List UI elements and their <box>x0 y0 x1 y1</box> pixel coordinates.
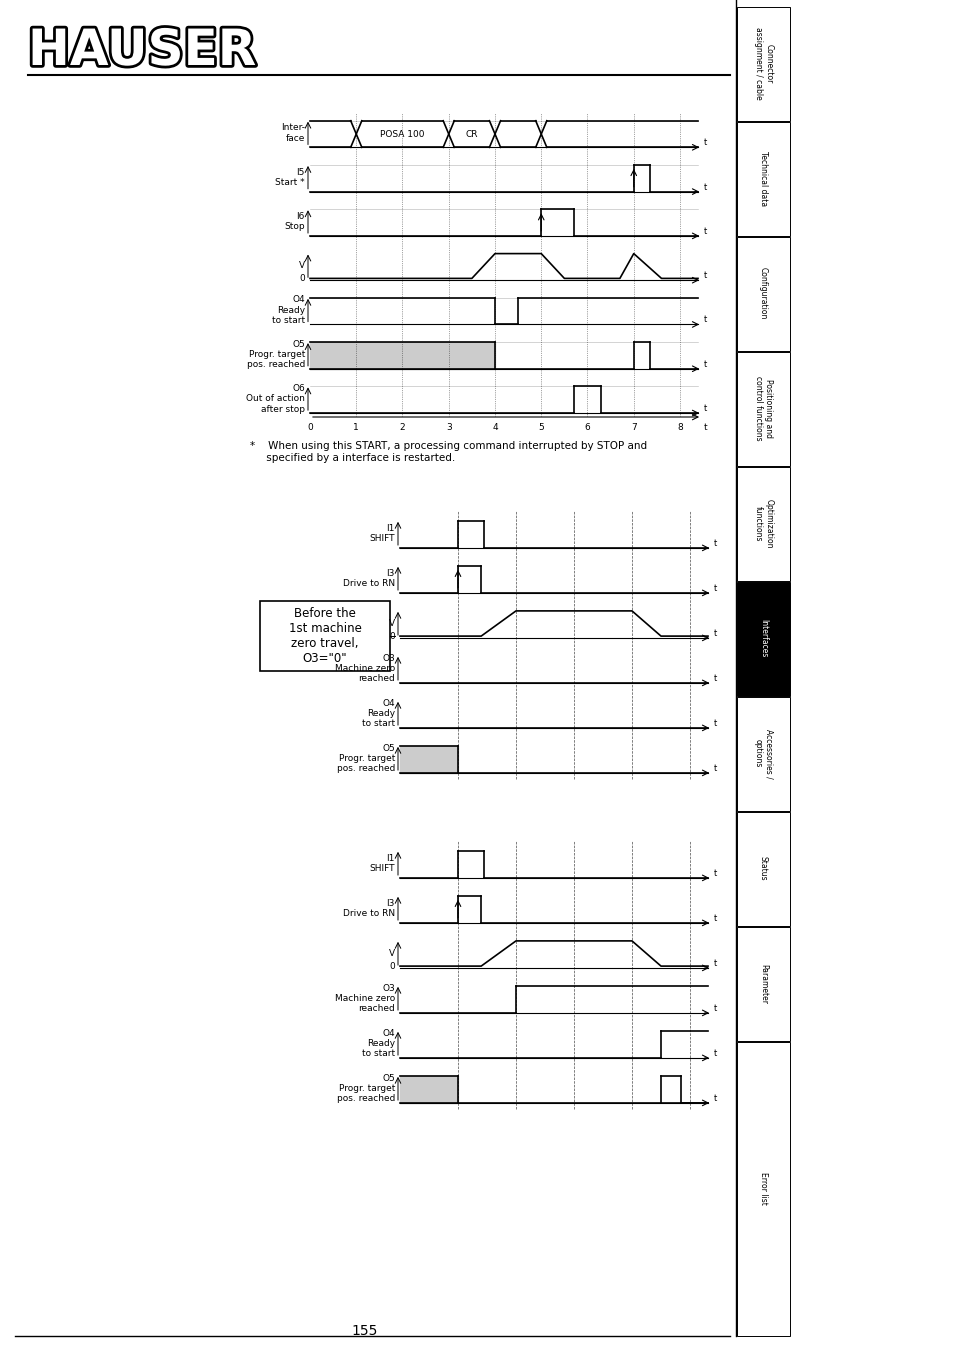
Text: t: t <box>713 630 717 638</box>
Text: HAUSER: HAUSER <box>28 27 256 76</box>
Text: t: t <box>703 359 706 369</box>
Text: t: t <box>703 315 706 324</box>
Text: t: t <box>713 1094 717 1102</box>
Text: t: t <box>713 913 717 923</box>
Text: t: t <box>713 719 717 728</box>
Text: O5
Progr. target
pos. reached: O5 Progr. target pos. reached <box>247 339 305 369</box>
Text: 0: 0 <box>389 632 395 640</box>
Text: t: t <box>713 763 717 773</box>
Text: t: t <box>703 182 706 192</box>
Text: Parameter: Parameter <box>759 963 767 1004</box>
Text: t: t <box>713 959 717 967</box>
Bar <box>737 812 789 925</box>
Text: O3
Machine zero
reached: O3 Machine zero reached <box>335 984 395 1013</box>
Text: t: t <box>713 584 717 593</box>
Text: 0: 0 <box>299 274 305 282</box>
Text: 2: 2 <box>399 423 405 432</box>
Text: t: t <box>703 138 706 147</box>
Text: t: t <box>703 423 707 432</box>
Text: O4
Ready
to start: O4 Ready to start <box>361 698 395 728</box>
Text: Status: Status <box>759 857 767 881</box>
Text: 4: 4 <box>492 423 497 432</box>
Text: V: V <box>389 619 395 628</box>
Bar <box>737 467 789 581</box>
Text: I1
SHIFT: I1 SHIFT <box>369 854 395 873</box>
Text: Inter-
face: Inter- face <box>281 123 305 143</box>
Text: Interfaces: Interfaces <box>759 619 767 658</box>
Text: V: V <box>389 948 395 958</box>
Text: 155: 155 <box>352 1324 377 1337</box>
Text: O4
Ready
to start: O4 Ready to start <box>361 1028 395 1058</box>
Text: 5: 5 <box>537 423 543 432</box>
Text: Accessories /
options: Accessories / options <box>753 728 772 778</box>
Text: Before the
1st machine
zero travel,
O3="0": Before the 1st machine zero travel, O3="… <box>288 607 361 665</box>
Text: I1
SHIFT: I1 SHIFT <box>369 524 395 543</box>
Text: O3
Machine zero
reached: O3 Machine zero reached <box>335 654 395 684</box>
Text: 6: 6 <box>584 423 590 432</box>
Text: t: t <box>713 1048 717 1058</box>
Text: Error list: Error list <box>759 1173 767 1205</box>
Text: 0: 0 <box>307 423 313 432</box>
Text: O4
Ready
to start: O4 Ready to start <box>272 296 305 326</box>
Text: t: t <box>703 404 706 413</box>
Bar <box>737 122 789 236</box>
Text: 7: 7 <box>630 423 636 432</box>
Text: Technical data: Technical data <box>759 151 767 207</box>
Text: Optimization
functions: Optimization functions <box>753 499 772 549</box>
Text: POSA 100: POSA 100 <box>380 130 424 139</box>
Text: Configuration: Configuration <box>759 267 767 320</box>
Text: I5
Start *: I5 Start * <box>275 168 305 188</box>
Text: *    When using this START, a processing command interrupted by STOP and
     sp: * When using this START, a processing co… <box>250 440 646 462</box>
Text: t: t <box>713 539 717 549</box>
Text: Positioning and
control functions: Positioning and control functions <box>753 376 772 440</box>
Text: t: t <box>713 1004 717 1013</box>
Bar <box>737 353 789 466</box>
Text: t: t <box>713 674 717 682</box>
Text: 8: 8 <box>677 423 682 432</box>
Text: t: t <box>703 227 706 236</box>
Bar <box>737 697 789 811</box>
Text: 3: 3 <box>445 423 451 432</box>
Bar <box>737 582 789 696</box>
Bar <box>260 601 390 671</box>
Text: 0: 0 <box>389 962 395 970</box>
Bar <box>737 236 789 351</box>
Text: t: t <box>713 869 717 878</box>
Text: t: t <box>703 272 706 280</box>
Text: O6
Out of action
after stop: O6 Out of action after stop <box>246 384 305 413</box>
Text: I6
Stop: I6 Stop <box>284 212 305 231</box>
Text: I3
Drive to RN: I3 Drive to RN <box>342 569 395 588</box>
Text: V: V <box>298 262 305 270</box>
Text: 1: 1 <box>353 423 358 432</box>
Bar <box>737 1042 789 1336</box>
Bar <box>737 927 789 1042</box>
Text: Connector
assignment / cable: Connector assignment / cable <box>753 27 772 100</box>
Text: O5
Progr. target
pos. reached: O5 Progr. target pos. reached <box>336 1074 395 1104</box>
Text: CR: CR <box>465 130 477 139</box>
Text: O5
Progr. target
pos. reached: O5 Progr. target pos. reached <box>336 743 395 773</box>
Bar <box>737 7 789 122</box>
Text: I3
Drive to RN: I3 Drive to RN <box>342 898 395 919</box>
Text: HAUSER: HAUSER <box>28 27 256 76</box>
